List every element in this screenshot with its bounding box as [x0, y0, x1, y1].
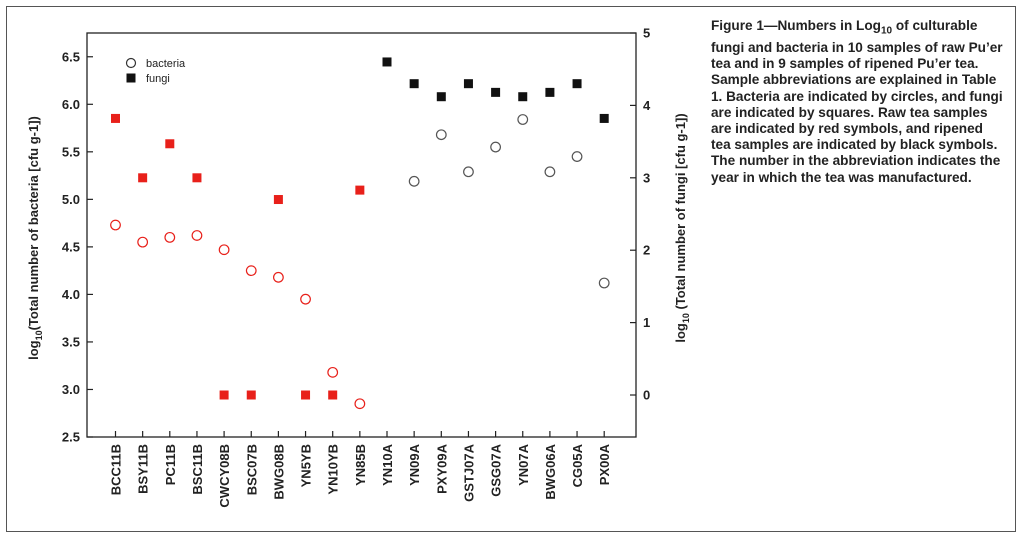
bacteria-point: [435, 129, 447, 141]
right-tick-label: 5: [643, 26, 650, 41]
x-tick-label: PX00A: [597, 443, 612, 485]
left-tick-label: 5.0: [62, 192, 80, 207]
bacteria-point: [137, 236, 149, 248]
y2-axis-label-rest: (Total number of fungi [cfu g-1]): [673, 113, 688, 313]
x-tick-label: BSC11B: [190, 444, 205, 495]
fungi-point: [301, 390, 311, 400]
x-tick-label: CWCY08B: [217, 444, 232, 508]
caption-line1-rest: of culturable: [892, 18, 978, 33]
x-tick-label: YN10A: [380, 443, 395, 486]
bacteria-point: [218, 244, 230, 256]
x-tick-label: CG05A: [570, 443, 585, 487]
y2-axis-label-sub: 10: [681, 313, 691, 323]
right-tick-label: 0: [643, 388, 650, 403]
plot-border: [86, 32, 637, 438]
caption-body: fungi and bacteria in 10 samples of raw …: [711, 39, 1003, 185]
y2-axis-label-prefix: log: [673, 323, 688, 343]
bacteria-point: [598, 277, 610, 289]
fungi-point: [409, 79, 419, 89]
legend-bacteria-marker: [125, 57, 137, 69]
y2-axis-label: log10 (Total number of fungi [cfu g-1]): [673, 113, 691, 342]
legend-bacteria-label: bacteria: [146, 58, 186, 70]
x-tick-label: PXY09A: [434, 443, 449, 493]
fungi-point: [273, 195, 283, 205]
left-tick-label: 6.5: [62, 49, 80, 64]
fungi-point: [545, 87, 555, 97]
figure-frame: [6, 6, 1016, 532]
bacteria-point: [245, 265, 257, 277]
x-tick-label: GSTJ07A: [461, 443, 476, 501]
x-tick-label: BSC07B: [244, 444, 259, 495]
bacteria-point: [490, 141, 502, 153]
bacteria-point: [463, 166, 474, 178]
x-tick-label: GSG07A: [489, 443, 504, 496]
caption-line1: Figure 1—Numbers in Log: [711, 18, 881, 33]
y-axis-label-prefix: log: [26, 340, 41, 360]
x-tick-label: YN09A: [407, 443, 422, 486]
left-tick-label: 6.0: [62, 97, 80, 112]
fungi-point: [436, 92, 446, 102]
bacteria-point: [110, 219, 121, 231]
fungi-point: [518, 92, 528, 102]
right-axis-ticks: 0 1 2 3 4 5: [630, 26, 651, 403]
caption-log-subscript: 10: [880, 25, 893, 37]
bacteria-point: [327, 366, 339, 378]
fungi-point: [572, 79, 582, 89]
left-tick-label: 4.5: [62, 239, 80, 254]
fungi-point: [328, 390, 338, 400]
legend: bacteria fungi: [125, 57, 186, 85]
legend-fungi-marker: [126, 73, 136, 83]
bacteria-point: [408, 175, 420, 187]
bacteria-point: [517, 114, 529, 125]
bacteria-point: [354, 398, 366, 410]
left-axis-ticks: 2.5 3.0 3.5 4.0 4.5 5.0 5.5 6.0 6.5: [62, 49, 93, 445]
fungi-point: [491, 87, 501, 97]
fungi-point: [165, 139, 175, 149]
bacteria-point: [273, 271, 284, 283]
x-tick-label: BCC11B: [109, 444, 124, 495]
fungi-point: [355, 185, 365, 195]
fungi-point: [382, 57, 392, 67]
data-marks: [110, 57, 610, 410]
fungi-point: [192, 173, 202, 183]
bacteria-point: [571, 151, 583, 162]
left-tick-label: 4.0: [62, 287, 80, 302]
fungi-point: [111, 113, 120, 123]
fungi-point: [138, 173, 148, 183]
bacteria-point: [300, 293, 311, 305]
right-tick-label: 1: [643, 315, 650, 330]
fungi-point: [463, 79, 473, 89]
bacteria-point: [544, 166, 556, 178]
y-axis-label-sub: 10: [34, 330, 44, 340]
x-tick-label: BSY11B: [136, 444, 151, 494]
x-tick-label: YN10YB: [326, 444, 341, 495]
category-labels: BCC11B BSY11B PC11B BSC11B CWCY08B BSC07B BWG0…: [109, 431, 612, 508]
x-tick-label: YN85B: [353, 444, 368, 486]
left-tick-label: 5.5: [62, 144, 80, 159]
chart-axes: [86, 32, 637, 438]
x-tick-label: PC11B: [163, 444, 178, 485]
x-tick-label: YN5YB: [299, 444, 314, 487]
x-tick-label: YN07A: [516, 443, 531, 486]
right-tick-label: 2: [643, 243, 650, 258]
figure-caption: Figure 1—Numbers in Log10 of culturable …: [711, 18, 1003, 186]
legend-fungi-label: fungi: [146, 73, 170, 85]
bacteria-point: [191, 230, 203, 241]
y-axis-label: log10(Total number of bacteria [cfu g-1]…: [26, 116, 44, 360]
left-tick-label: 3.5: [62, 334, 80, 349]
fungi-point: [246, 390, 256, 400]
x-tick-label: BWG08B: [271, 444, 286, 500]
fungi-point: [219, 390, 229, 400]
right-tick-label: 3: [643, 170, 650, 185]
left-tick-label: 3.0: [62, 382, 80, 397]
left-tick-label: 2.5: [62, 430, 80, 445]
bacteria-point: [164, 231, 176, 243]
fungi-point: [599, 113, 609, 123]
right-tick-label: 4: [643, 98, 651, 113]
y-axis-label-rest: (Total number of bacteria [cfu g-1]): [26, 116, 41, 330]
x-tick-label: BWG06A: [543, 443, 558, 499]
